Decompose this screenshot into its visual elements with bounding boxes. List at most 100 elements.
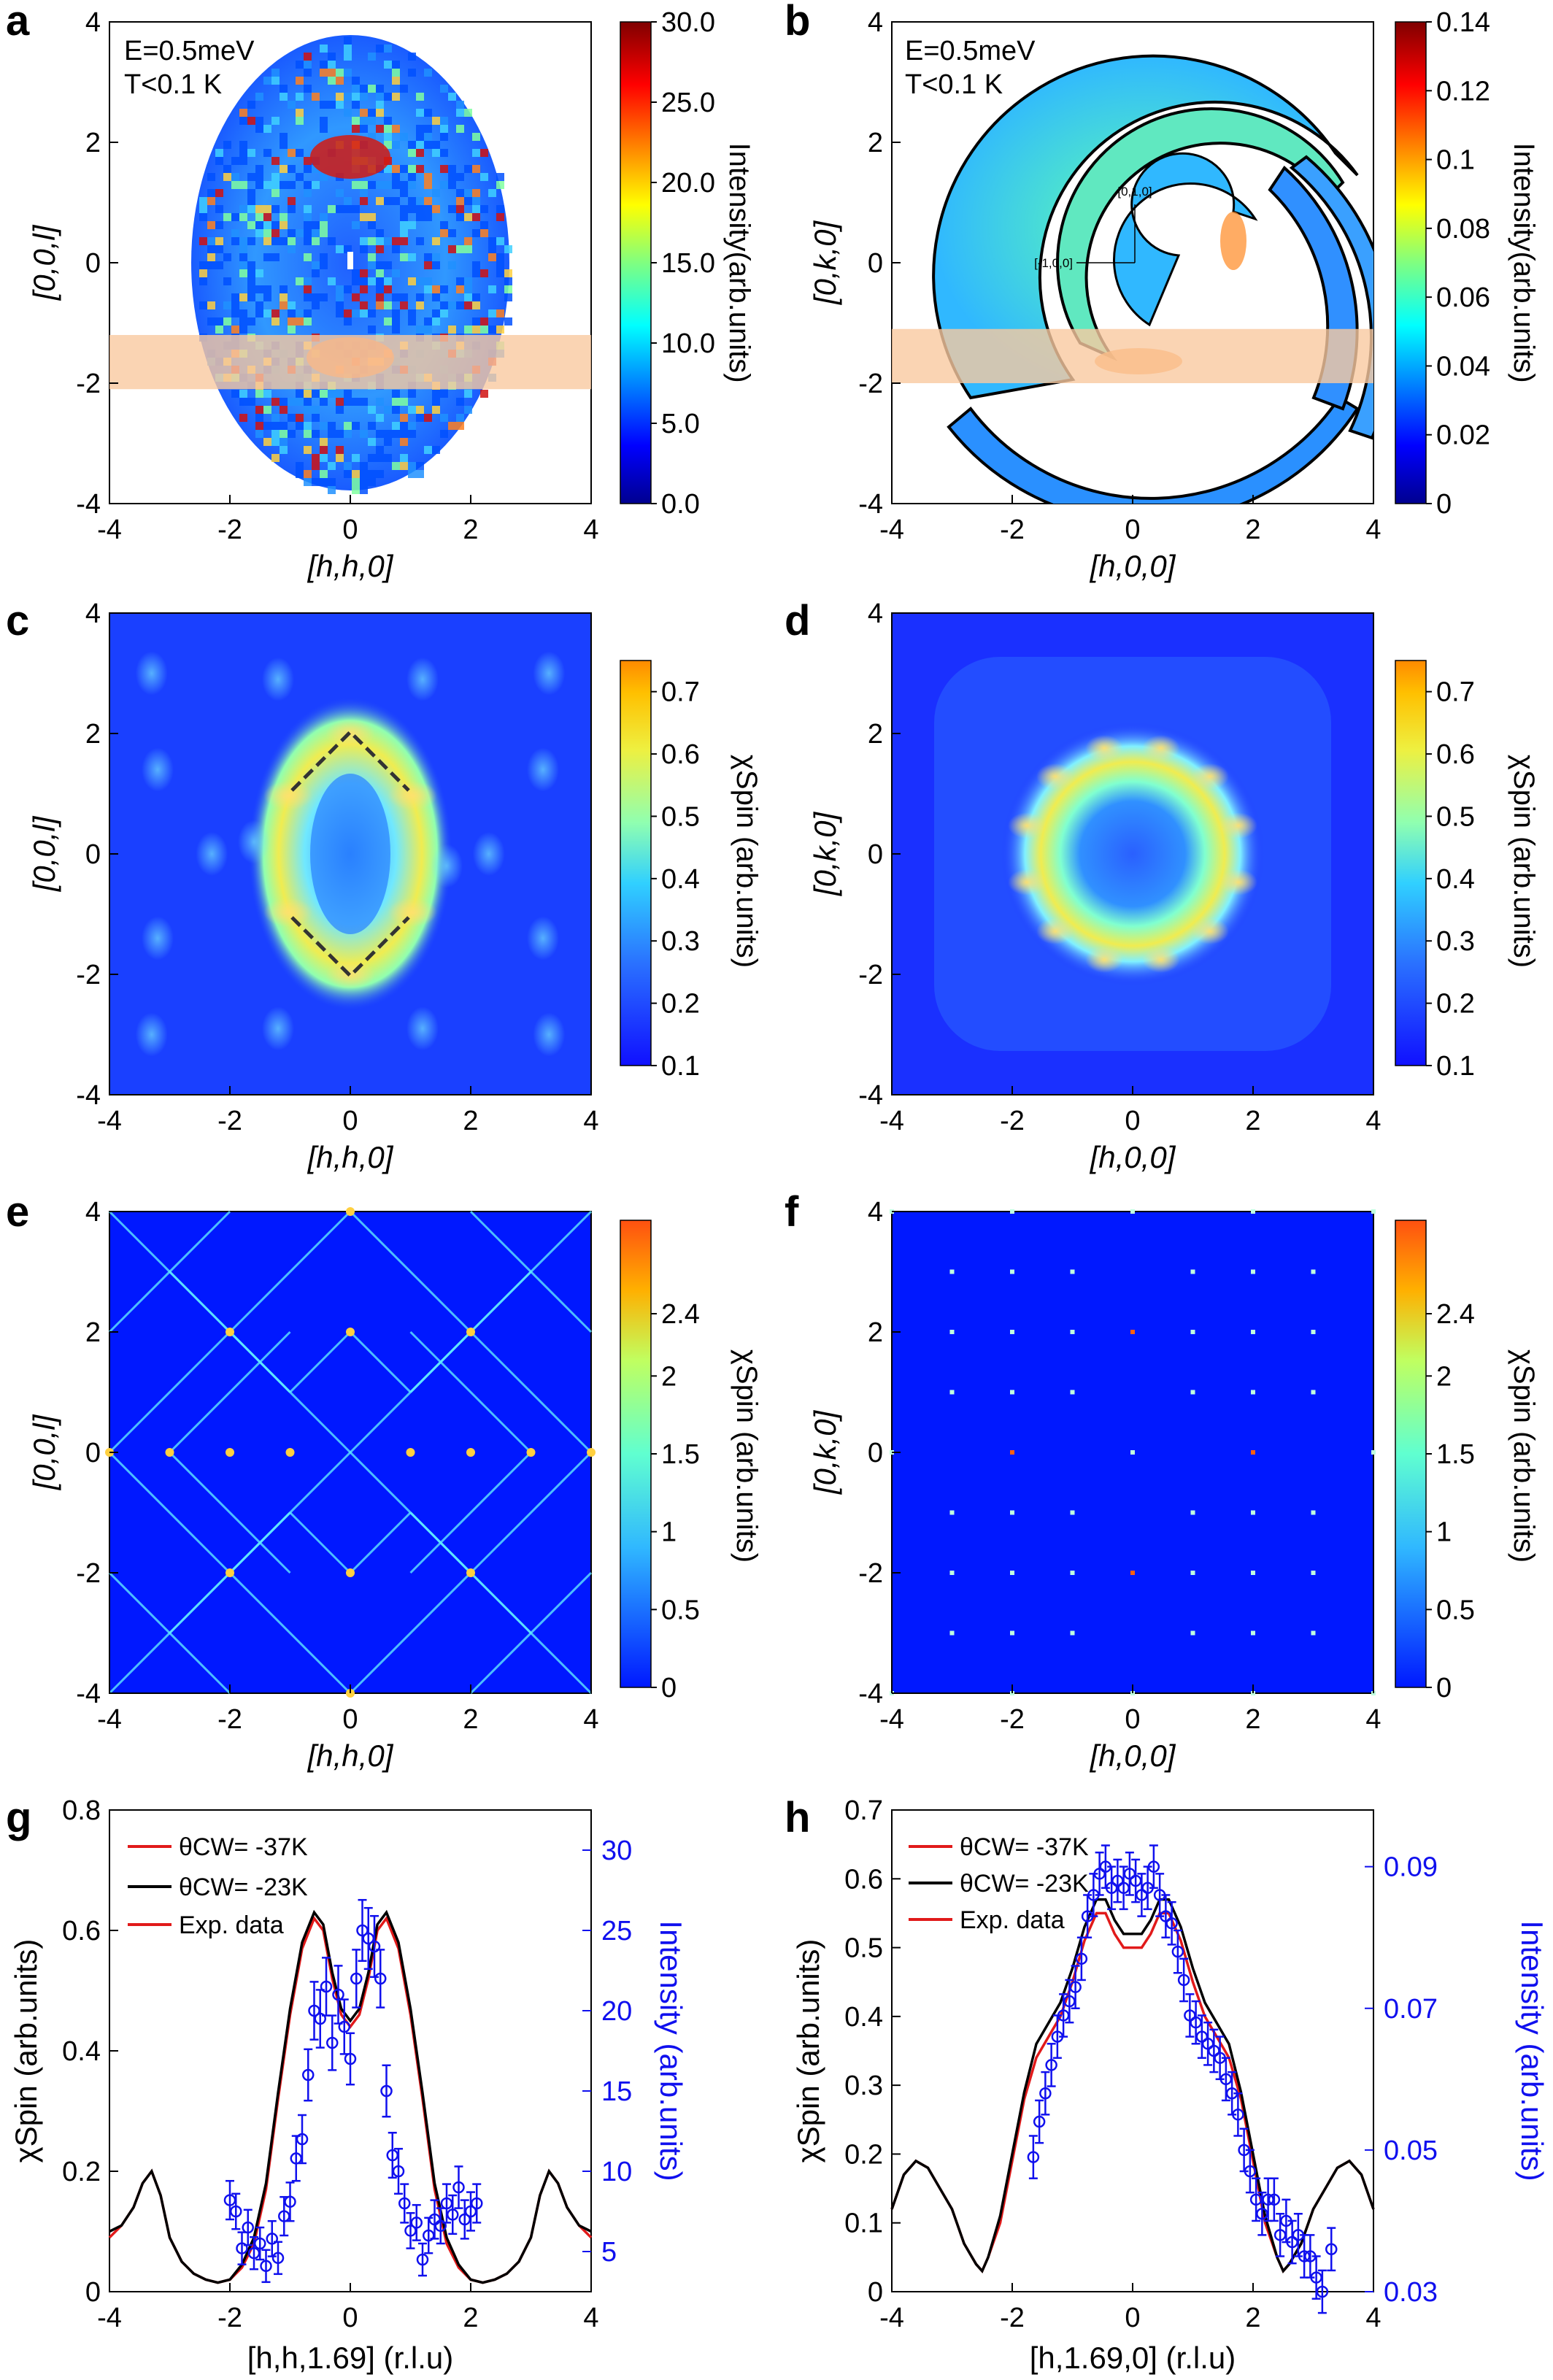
- noise-pixel-a: [288, 398, 296, 406]
- noise-pixel-a: [448, 205, 456, 213]
- noise-pixel-a: [288, 237, 296, 245]
- noise-pixel-a: [271, 181, 280, 189]
- noise-pixel-a: [360, 237, 368, 245]
- noise-pixel-a: [263, 293, 271, 301]
- peak-blob-d: [1191, 763, 1230, 790]
- peak-blob-c: [406, 1006, 439, 1051]
- panel-label-h: h: [785, 1794, 810, 1841]
- noise-pixel-a: [263, 229, 271, 237]
- y2label-h: Intensity (arb.units): [1515, 1920, 1549, 2181]
- noise-pixel-a: [432, 390, 440, 398]
- noise-pixel-a: [368, 478, 376, 486]
- bragg-peak-f: [1251, 1269, 1255, 1274]
- noise-pixel-a: [336, 309, 344, 317]
- noise-pixel-a: [280, 406, 288, 414]
- noise-pixel-a: [352, 422, 360, 430]
- noise-pixel-a: [464, 213, 472, 221]
- peak-blob-c: [472, 832, 505, 876]
- xtick-label-f: 0: [1125, 1704, 1140, 1735]
- noise-pixel-a: [263, 309, 271, 317]
- noise-pixel-a: [239, 245, 247, 253]
- noise-pixel-a: [360, 213, 368, 221]
- noise-pixel-a: [408, 197, 416, 205]
- xtick-label-b: 2: [1245, 515, 1260, 545]
- colorbar-tick-label-a: 20.0: [661, 168, 715, 199]
- inset-axis-label-vertical-b: [0,1,0]: [1117, 185, 1152, 199]
- noise-pixel-a: [456, 205, 464, 213]
- noise-pixel-a: [368, 470, 376, 478]
- noise-pixel-a: [296, 93, 304, 101]
- noise-pixel-a: [416, 293, 424, 301]
- noise-pixel-a: [344, 69, 352, 77]
- noise-pixel-a: [328, 237, 336, 245]
- noise-pixel-a: [368, 181, 376, 189]
- ytick-label-g: 0.6: [62, 1916, 101, 1946]
- noise-pixel-a: [255, 181, 263, 189]
- hot-spot-top-a: [310, 135, 390, 179]
- ytick-label-c: 2: [85, 719, 101, 750]
- colorbar-tick-label-d: 0.4: [1436, 864, 1475, 895]
- xtick-label-c: 2: [463, 1106, 478, 1136]
- data-point-plot-g: [380, 2084, 393, 2098]
- noise-pixel-a: [328, 69, 336, 77]
- noise-pixel-a: [400, 237, 408, 245]
- data-point-plot-h: [1268, 2193, 1281, 2206]
- noise-pixel-a: [408, 422, 416, 430]
- noise-pixel-a: [400, 181, 408, 189]
- noise-pixel-a: [263, 285, 271, 293]
- chain-line-e: [169, 1451, 291, 1574]
- colorbar-tick-label-d: 0.2: [1436, 989, 1475, 1020]
- xlabel-e: [h,h,0]: [307, 1738, 394, 1773]
- legend-h: θCW= -37K θCW= -23K Exp. data: [909, 1833, 1089, 1934]
- noise-pixel-a: [271, 414, 280, 422]
- colorbar-tick-label-b: 0.1: [1436, 145, 1475, 176]
- noise-pixel-a: [432, 317, 440, 326]
- noise-pixel-a: [392, 422, 400, 430]
- xtick-label-c: -2: [217, 1106, 242, 1136]
- peak-blob-c: [135, 1012, 168, 1057]
- noise-pixel-a: [344, 285, 352, 293]
- noise-pixel-a: [376, 93, 384, 101]
- colorbar-tick-label-f: 1: [1436, 1517, 1452, 1548]
- colorbar-tick-label-c: 0.3: [661, 926, 700, 957]
- noise-pixel-a: [255, 205, 263, 213]
- noise-pixel-a: [288, 317, 296, 326]
- noise-pixel-a: [296, 149, 304, 157]
- noise-pixel-a: [360, 486, 368, 494]
- noise-pixel-a: [223, 277, 231, 285]
- noise-pixel-a: [280, 165, 288, 173]
- noise-pixel-a: [456, 213, 464, 221]
- noise-pixel-a: [392, 61, 400, 69]
- noise-pixel-a: [416, 237, 424, 245]
- noise-pixel-a: [456, 197, 464, 205]
- noise-pixel-a: [263, 438, 271, 446]
- colorbar-tick-label-b: 0.14: [1436, 7, 1490, 38]
- noise-pixel-a: [304, 309, 312, 317]
- data-point-plot-g: [368, 1940, 381, 1953]
- xtick-label-e: 4: [583, 1704, 598, 1735]
- noise-pixel-a: [344, 53, 352, 61]
- ytick-label-b: 4: [868, 7, 883, 38]
- chain-node-e: [466, 1448, 475, 1457]
- chain-line-e: [349, 1210, 472, 1333]
- chain-node-e: [346, 1207, 355, 1216]
- noise-pixel-a: [320, 229, 328, 237]
- data-point-plot-h: [1147, 1860, 1160, 1873]
- ytick-label-d: -2: [858, 960, 883, 990]
- noise-pixel-a: [271, 317, 280, 326]
- colorbar-b: [1395, 21, 1427, 504]
- xtick-label-b: 0: [1125, 515, 1140, 545]
- bragg-peak-f: [949, 1630, 955, 1636]
- noise-pixel-a: [304, 221, 312, 229]
- noise-pixel-a: [344, 93, 352, 101]
- noise-pixel-a: [352, 77, 360, 85]
- noise-pixel-a: [280, 221, 288, 229]
- xtick-label-c: 4: [583, 1106, 598, 1136]
- noise-pixel-a: [352, 269, 360, 277]
- noise-pixel-a: [304, 478, 312, 486]
- highlight-band-b: [892, 328, 1373, 383]
- noise-pixel-a: [207, 237, 215, 245]
- colorbar-tick-label-b: 0.12: [1436, 76, 1490, 107]
- noise-pixel-a: [408, 205, 416, 213]
- noise-pixel-a: [231, 237, 239, 245]
